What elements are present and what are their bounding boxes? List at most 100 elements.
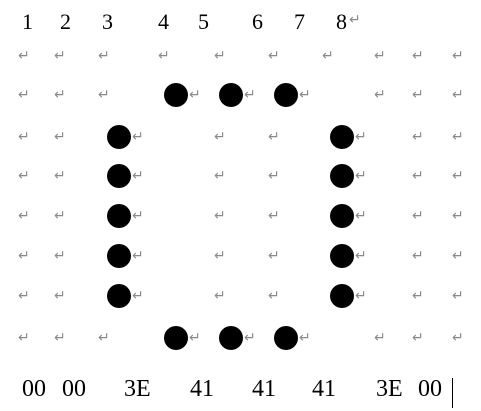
paragraph-mark: ↵ xyxy=(355,248,367,264)
column-number: 2 xyxy=(60,9,71,34)
paragraph-mark: ↵ xyxy=(18,208,30,224)
paragraph-mark: ↵ xyxy=(355,208,367,224)
paragraph-mark: ↵ xyxy=(54,288,66,304)
paragraph-mark: ↵ xyxy=(268,208,280,224)
filled-dot xyxy=(330,164,354,188)
filled-dot xyxy=(107,204,131,228)
paragraph-mark: ↵ xyxy=(268,288,280,304)
paragraph-mark: ↵ xyxy=(452,248,464,264)
column-number: 3 xyxy=(102,9,113,34)
column-number: 1 xyxy=(22,9,33,34)
hex-value: 41 xyxy=(252,376,276,402)
paragraph-mark: ↵ xyxy=(189,87,201,103)
paragraph-mark: ↵ xyxy=(244,330,256,346)
column-number: 6 xyxy=(252,9,263,34)
paragraph-mark: ↵ xyxy=(374,48,386,64)
paragraph-mark: ↵ xyxy=(452,288,464,304)
paragraph-mark: ↵ xyxy=(18,48,30,64)
paragraph-mark: ↵ xyxy=(132,168,144,184)
column-number: 8 xyxy=(336,9,347,34)
paragraph-mark: ↵ xyxy=(355,129,367,145)
filled-dot xyxy=(107,244,131,268)
hex-value: 3E xyxy=(376,376,403,402)
paragraph-mark: ↵ xyxy=(189,330,201,346)
paragraph-mark: ↵ xyxy=(54,87,66,103)
paragraph-mark: ↵ xyxy=(54,248,66,264)
paragraph-mark: ↵ xyxy=(268,168,280,184)
filled-dot xyxy=(274,83,298,107)
paragraph-mark: ↵ xyxy=(18,248,30,264)
paragraph-mark: ↵ xyxy=(268,248,280,264)
paragraph-mark: ↵ xyxy=(54,168,66,184)
paragraph-mark: ↵ xyxy=(214,129,226,145)
paragraph-mark: ↵ xyxy=(322,48,334,64)
paragraph-mark: ↵ xyxy=(412,330,424,346)
paragraph-mark: ↵ xyxy=(54,208,66,224)
filled-dot xyxy=(274,326,298,350)
paragraph-mark: ↵ xyxy=(299,87,311,103)
paragraph-mark: ↵ xyxy=(54,48,66,64)
paragraph-mark: ↵ xyxy=(452,87,464,103)
paragraph-mark: ↵ xyxy=(18,330,30,346)
paragraph-mark: ↵ xyxy=(412,87,424,103)
hex-value: 41 xyxy=(190,376,214,402)
paragraph-mark: ↵ xyxy=(18,129,30,145)
paragraph-mark: ↵ xyxy=(412,208,424,224)
paragraph-mark: ↵ xyxy=(18,168,30,184)
paragraph-mark: ↵ xyxy=(214,248,226,264)
filled-dot xyxy=(107,284,131,308)
text-caret xyxy=(452,378,453,408)
paragraph-mark: ↵ xyxy=(214,288,226,304)
filled-dot xyxy=(330,125,354,149)
column-number: 5 xyxy=(198,9,209,34)
hex-value: 00 xyxy=(62,376,86,402)
filled-dot xyxy=(330,244,354,268)
paragraph-mark: ↵ xyxy=(374,330,386,346)
paragraph-mark: ↵ xyxy=(214,48,226,64)
filled-dot xyxy=(330,284,354,308)
filled-dot xyxy=(330,204,354,228)
paragraph-mark: ↵ xyxy=(244,87,256,103)
filled-dot xyxy=(107,164,131,188)
paragraph-mark: ↵ xyxy=(268,129,280,145)
paragraph-mark: ↵ xyxy=(452,48,464,64)
filled-dot xyxy=(107,125,131,149)
paragraph-mark: ↵ xyxy=(452,129,464,145)
paragraph-mark: ↵ xyxy=(268,48,280,64)
paragraph-mark: ↵ xyxy=(374,87,386,103)
paragraph-mark: ↵ xyxy=(18,288,30,304)
filled-dot xyxy=(219,83,243,107)
paragraph-mark: ↵ xyxy=(54,129,66,145)
paragraph-mark: ↵ xyxy=(214,168,226,184)
paragraph-mark: ↵ xyxy=(98,87,110,103)
filled-dot xyxy=(164,326,188,350)
filled-dot xyxy=(219,326,243,350)
column-number: 4 xyxy=(158,9,169,34)
paragraph-mark: ↵ xyxy=(412,48,424,64)
paragraph-mark: ↵ xyxy=(158,48,170,64)
paragraph-mark: ↵ xyxy=(132,288,144,304)
hex-value: 00 xyxy=(418,376,442,402)
paragraph-mark: ↵ xyxy=(98,48,110,64)
hex-value: 3E xyxy=(124,376,151,402)
paragraph-mark: ↵ xyxy=(132,208,144,224)
paragraph-mark: ↵ xyxy=(18,87,30,103)
paragraph-mark: ↵ xyxy=(412,248,424,264)
hex-value: 00 xyxy=(22,376,46,402)
filled-dot xyxy=(164,83,188,107)
paragraph-mark: ↵ xyxy=(452,168,464,184)
hex-value: 41 xyxy=(312,376,336,402)
paragraph-mark: ↵ xyxy=(452,208,464,224)
paragraph-mark: ↵ xyxy=(349,12,361,28)
paragraph-mark: ↵ xyxy=(54,330,66,346)
paragraph-mark: ↵ xyxy=(355,288,367,304)
paragraph-mark: ↵ xyxy=(214,208,226,224)
paragraph-mark: ↵ xyxy=(355,168,367,184)
paragraph-mark: ↵ xyxy=(299,330,311,346)
paragraph-mark: ↵ xyxy=(132,248,144,264)
column-number: 7 xyxy=(294,9,305,34)
paragraph-mark: ↵ xyxy=(132,129,144,145)
paragraph-mark: ↵ xyxy=(452,330,464,346)
paragraph-mark: ↵ xyxy=(98,330,110,346)
